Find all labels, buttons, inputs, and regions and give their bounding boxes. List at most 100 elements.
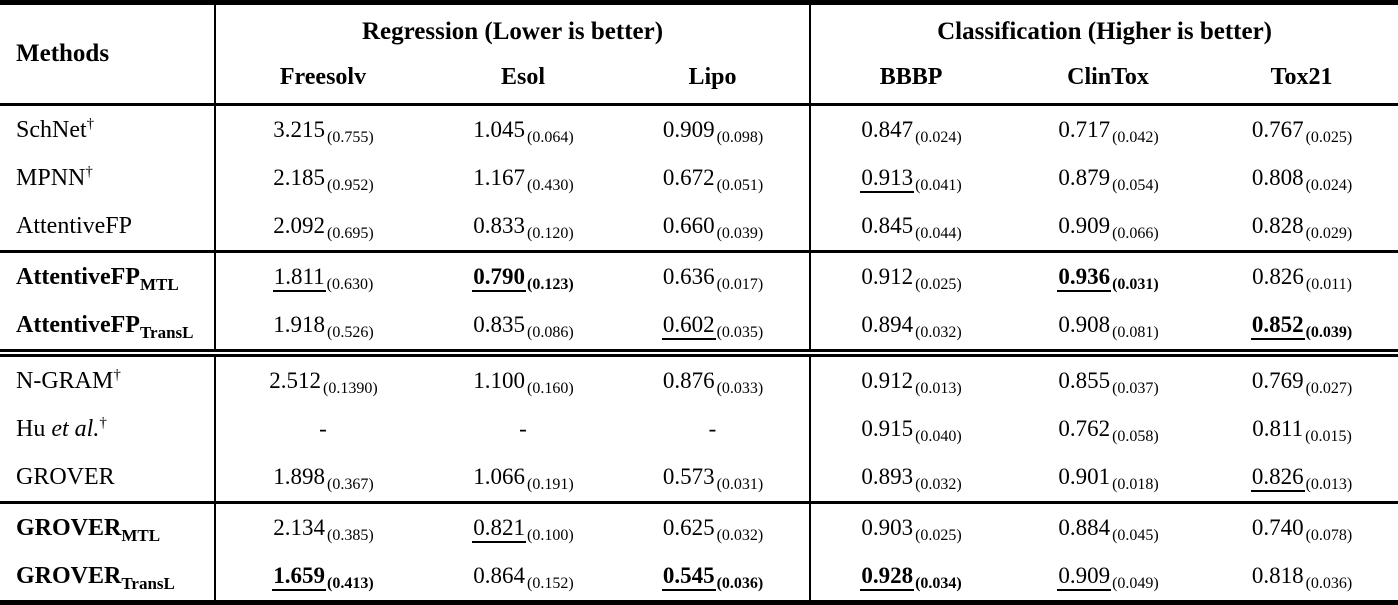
value-cell: 0.769 (0.027) [1205, 353, 1398, 405]
table-row: N-GRAM† 2.512 (0.1390) 1.100 (0.160) 0.876 (0.… [0, 353, 1398, 405]
metric-std: (0.430) [527, 176, 574, 194]
value-cell: 0.767 (0.025) [1205, 105, 1398, 155]
col-header-tox21: Tox21 [1270, 63, 1333, 90]
metric-value: 3.215 (0.755) [272, 117, 373, 146]
metric-mean: 0.928 [860, 562, 915, 591]
metric-std: (0.086) [527, 323, 574, 341]
metric-value: 0.847 (0.024) [860, 117, 961, 146]
metric-value: 1.167 (0.430) [472, 164, 573, 194]
metric-value: 0.636 (0.017) [662, 264, 763, 293]
metric-value: 2.134 (0.385) [272, 515, 373, 544]
metric-std: (0.034) [915, 574, 962, 592]
metric-mean: 1.811 [272, 263, 326, 292]
metric-mean: 0.852 [1250, 311, 1305, 340]
metric-std: (0.040) [915, 427, 962, 445]
value-cell: 0.826 (0.011) [1205, 252, 1398, 302]
metric-mean: 0.912 [861, 367, 914, 393]
metric-value: 0.808 (0.024) [1251, 165, 1352, 194]
group-header-row: Methods Regression (Lower is better) Cla… [0, 2, 1398, 67]
metric-std: (0.191) [527, 475, 574, 493]
metric-value: 0.913 (0.041) [860, 165, 962, 194]
value-cell: 0.909 (0.066) [1011, 202, 1205, 252]
metric-value: 1.811 (0.630) [272, 263, 373, 293]
metric-value: 0.672 (0.051) [662, 164, 763, 194]
dagger-mark: † [86, 115, 95, 132]
classification-group-header: Classification (Higher is better) [809, 2, 1398, 56]
metric-value: 0.660 (0.039) [662, 213, 763, 242]
metric-std: (0.078) [1305, 526, 1353, 544]
row-group-2: N-GRAM† 2.512 (0.1390) 1.100 (0.160) 0.876 (0.… [0, 353, 1398, 503]
metric-value: 0.879 (0.054) [1057, 164, 1158, 194]
col-header-lipo: Lipo [688, 63, 737, 90]
method-cell: N-GRAM† [0, 353, 215, 405]
metric-value: 0.855 (0.037) [1057, 368, 1158, 397]
metric-mean: 1.167 [473, 164, 526, 190]
value-cell: - [430, 405, 616, 453]
metric-mean: 1.918 [273, 311, 326, 337]
metric-value: 0.545 (0.036) [661, 563, 763, 592]
metric-mean: 0.769 [1251, 367, 1304, 393]
metric-std: (0.385) [327, 526, 374, 544]
metric-value: 0.826 (0.011) [1251, 264, 1352, 293]
method-cell: GROVERTransL [0, 552, 215, 603]
metric-std: (0.036) [1305, 574, 1353, 592]
metric-value: 0.821 (0.100) [472, 515, 574, 544]
value-cell: 0.879 (0.054) [1011, 154, 1205, 202]
table-row: MPNN† 2.185 (0.952) 1.167 (0.430) 0.672 (0.051… [0, 154, 1398, 202]
metric-mean: 0.879 [1058, 164, 1111, 190]
metric-value: 0.811 (0.015) [1251, 416, 1352, 445]
table-row: GROVER 1.898 (0.367) 1.066 (0.191) 0.573 (0.03… [0, 453, 1398, 503]
metric-std: (0.367) [327, 475, 374, 493]
value-cell: 1.045 (0.064) [430, 105, 616, 155]
metric-value: 2.092 (0.695) [272, 213, 373, 242]
metric-std: (0.526) [327, 323, 374, 341]
metric-value: 0.826 (0.013) [1250, 464, 1352, 493]
value-cell: 0.909 (0.049) [1011, 552, 1205, 603]
metric-std: (0.049) [1112, 574, 1159, 592]
metric-value: 0.790 (0.123) [472, 263, 574, 293]
method-cell: MPNN† [0, 154, 215, 202]
table-row: GROVERTransL 1.659 (0.413) 0.864 (0.152) 0.54… [0, 552, 1398, 603]
table-header: Methods Regression (Lower is better) Cla… [0, 2, 1398, 105]
value-cell: 0.847 (0.024) [809, 104, 1012, 154]
metric-mean: 0.909 [1058, 212, 1111, 238]
metric-std: (0.032) [716, 526, 764, 544]
metric-std: (0.024) [1305, 176, 1353, 194]
value-cell: 1.167 (0.430) [430, 154, 616, 202]
metric-value: 0.928 (0.034) [860, 562, 962, 592]
metric-value: 0.884 (0.045) [1057, 515, 1158, 544]
metric-std: (0.011) [1305, 275, 1352, 293]
value-cell: 0.762 (0.058) [1011, 405, 1205, 453]
col-header-clintox: ClinTox [1067, 63, 1149, 90]
metric-std: (0.100) [527, 526, 574, 544]
metric-value: 0.769 (0.027) [1251, 367, 1352, 397]
value-cell: 0.884 (0.045) [1011, 503, 1205, 553]
table-row: Hu et al.† - - - 0.915 (0.040) 0.762 (0.058) 0.8… [0, 405, 1398, 453]
value-cell: 0.790 (0.123) [430, 252, 616, 302]
metric-mean: 0.762 [1058, 415, 1111, 441]
value-cell: 0.818 (0.036) [1205, 552, 1398, 603]
method-subscript: MTL [121, 525, 161, 545]
metric-mean: 0.818 [1251, 562, 1304, 588]
metric-mean: 0.672 [662, 164, 715, 190]
value-cell: 0.545 (0.036) [616, 552, 810, 603]
metric-std: (0.630) [326, 275, 374, 293]
metric-value: 0.915 (0.040) [860, 416, 961, 445]
metric-std: (0.081) [1112, 323, 1159, 341]
metric-std: (0.017) [716, 275, 764, 293]
metric-value: - [318, 416, 328, 441]
metric-mean: 0.767 [1251, 116, 1304, 142]
value-cell: 0.876 (0.033) [616, 353, 810, 405]
method-cell: Hu et al.† [0, 405, 215, 453]
method-cell: GROVER [0, 453, 215, 503]
metric-value: 0.908 (0.081) [1057, 312, 1158, 341]
metric-mean: 0.790 [472, 263, 527, 292]
metric-std: (0.064) [527, 128, 574, 146]
method-name: AttentiveFP [16, 212, 133, 239]
metric-std: (0.152) [527, 574, 574, 592]
dagger-mark: † [113, 366, 121, 383]
metric-value: 0.903 (0.025) [860, 515, 961, 544]
metric-std: (0.032) [915, 475, 962, 493]
col-header-bbbp: BBBP [809, 56, 1012, 105]
